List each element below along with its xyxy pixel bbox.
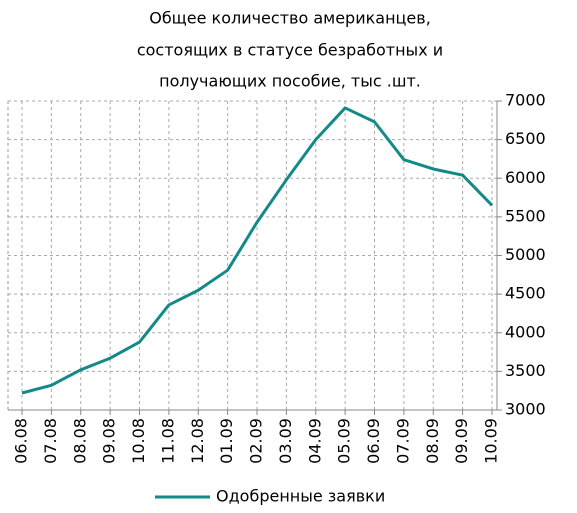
- x-tick-label: 03.09: [276, 418, 295, 464]
- x-tick-label: 05.09: [335, 418, 354, 464]
- x-tick-label: 01.09: [217, 418, 236, 464]
- x-tick-label: 08.09: [423, 418, 442, 464]
- x-tick-label: 06.08: [12, 418, 31, 464]
- x-tick-label: 10.09: [482, 418, 501, 464]
- x-tick-label: 08.08: [70, 418, 89, 464]
- y-tick-label: 4500: [505, 284, 546, 303]
- chart-title: состоящих в статусе безработных и: [137, 41, 443, 60]
- chart-title: Общее количество американцев,: [149, 9, 431, 28]
- x-tick-label: 07.09: [393, 418, 412, 464]
- y-tick-label: 6000: [505, 168, 546, 187]
- x-tick-label: 02.09: [247, 418, 266, 464]
- x-tick-label: 09.08: [100, 418, 119, 464]
- y-tick-label: 5000: [505, 245, 546, 264]
- y-tick-label: 3500: [505, 361, 546, 380]
- x-tick-label: 07.08: [41, 418, 60, 464]
- y-tick-label: 4000: [505, 322, 546, 341]
- data-line: [21, 106, 494, 395]
- y-tick-label: 3000: [505, 400, 546, 419]
- y-tick-label: 6500: [505, 129, 546, 148]
- chart-title: получающих пособие, тыс .шт.: [159, 72, 421, 91]
- x-tick-label: 10.08: [129, 418, 148, 464]
- y-tick-label: 5500: [505, 206, 546, 225]
- x-tick-label: 09.09: [452, 418, 471, 464]
- x-tick-label: 12.08: [188, 418, 207, 464]
- y-tick-label: 7000: [505, 91, 546, 110]
- x-tick-label: 04.09: [305, 418, 324, 464]
- x-tick-label: 11.08: [158, 418, 177, 464]
- x-tick-label: 06.09: [364, 418, 383, 464]
- legend-label: Одобренные заявки: [216, 487, 385, 506]
